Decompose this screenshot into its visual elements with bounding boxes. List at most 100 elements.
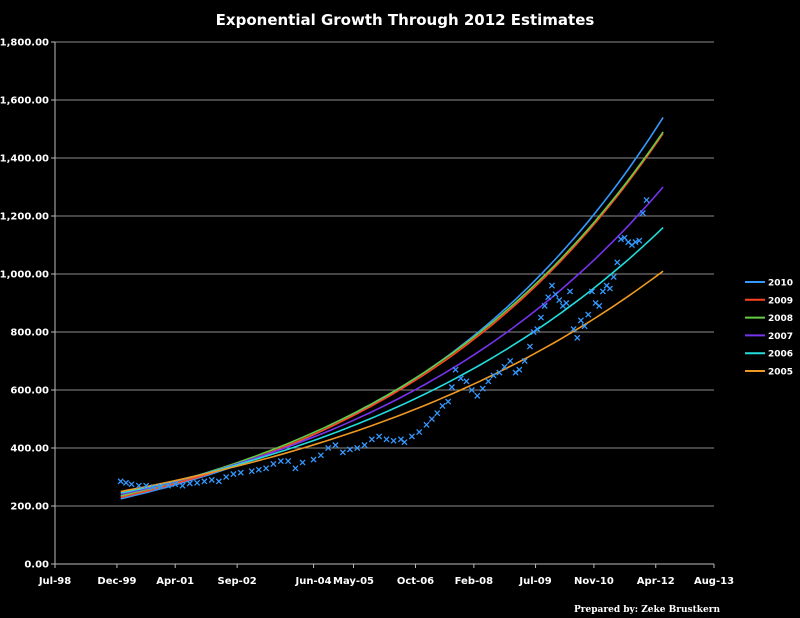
scatter-point (639, 210, 646, 217)
y-tick-label: 1,200.00 (0, 212, 49, 223)
scatter-point (325, 444, 332, 452)
scatter-point (485, 378, 492, 385)
y-tick-label: 1,800.00 (0, 38, 49, 49)
y-tick-label: 800.00 (10, 328, 49, 339)
scatter-point (310, 456, 317, 463)
scatter-point (237, 469, 244, 476)
scatter-point (617, 236, 625, 243)
chart-title: Exponential Growth Through 2012 Estimate… (216, 11, 595, 29)
scatter-point (610, 273, 617, 280)
x-tick-label: Sep-02 (218, 576, 257, 587)
scatter-point (636, 237, 643, 244)
legend: 2010 2009 2008 2007 2006 2005 (745, 279, 793, 378)
scatter-point (292, 465, 299, 472)
scatter-point (434, 410, 441, 417)
scatter-point (157, 483, 164, 490)
y-tick-label: 1,000.00 (0, 270, 49, 281)
scatter-point (383, 436, 390, 443)
scatter-point (457, 375, 464, 382)
legend-label-2006: 2006 (768, 350, 793, 360)
scatter-point (150, 484, 157, 491)
scatter-point (552, 291, 559, 298)
scatter-point (135, 482, 142, 489)
trend-line-2006 (120, 227, 664, 494)
scatter-point (339, 449, 346, 456)
x-tick-label: Feb-08 (455, 576, 493, 587)
trend-layer (120, 116, 664, 500)
scatter-point (263, 465, 270, 472)
scatter-point (201, 478, 208, 485)
scatter-point (577, 317, 584, 324)
scatter-point (526, 343, 533, 350)
x-tick-label: Apr-01 (156, 576, 194, 587)
x-tick-label: Apr-12 (637, 576, 675, 587)
scatter-point (122, 479, 130, 486)
scatter-point (548, 282, 556, 289)
scatter-point (376, 433, 383, 440)
scatter-point (354, 444, 361, 452)
y-tick-label: 200.00 (10, 502, 49, 513)
x-tick-label: Dec-99 (97, 576, 136, 587)
scatter-point (143, 482, 150, 489)
scatter-point (186, 480, 193, 487)
x-tick-label: Nov-10 (574, 576, 614, 587)
scatter-point (479, 385, 486, 392)
y-tick-label: 1,400.00 (0, 154, 49, 165)
scatter-point (208, 476, 215, 483)
grid-layer (55, 41, 714, 507)
scatter-point (452, 366, 459, 373)
scatter-point (614, 259, 621, 266)
scatter-point (172, 481, 179, 488)
scatter-point (128, 481, 135, 488)
scatter-point (585, 311, 592, 318)
x-tick-label: Jul-09 (518, 576, 551, 587)
scatter-point (270, 460, 277, 468)
scatter-point (390, 437, 397, 444)
scatter-point (215, 478, 222, 485)
x-tick-label: May-05 (333, 576, 374, 587)
y-tick-label: 400.00 (10, 444, 49, 455)
scatter-point (596, 302, 603, 309)
scatter-point (570, 326, 577, 333)
scatter-point (566, 288, 574, 295)
scatter-point (117, 478, 124, 485)
scatter-point (408, 433, 415, 440)
scatter-point (317, 452, 324, 459)
legend-label-2005: 2005 (768, 368, 793, 378)
scatter-point (501, 363, 508, 370)
axis-layer: 0.00 200.00 400.00 600.00 800.00 1,000.00 1,20… (0, 38, 734, 588)
scatter-point (401, 439, 408, 446)
scatter-point (574, 334, 581, 341)
scatter-point (643, 196, 650, 204)
y-tick-label: 600.00 (10, 386, 49, 397)
scatter-point (545, 294, 552, 301)
scatter-point (179, 482, 186, 489)
scatter-point (248, 468, 255, 475)
scatter-point (490, 372, 497, 379)
trend-line-2005 (120, 270, 664, 493)
y-tick-label: 1,600.00 (0, 96, 49, 107)
scatter-point (496, 369, 503, 376)
legend-label-2009: 2009 (768, 296, 793, 306)
scatter-point (194, 479, 201, 486)
scatter-point (346, 446, 353, 453)
scatter-point (368, 436, 375, 443)
y-tick-label: 0.00 (24, 560, 49, 571)
scatter-point (632, 239, 639, 246)
scatter-point (428, 415, 435, 423)
scatter-point (556, 297, 563, 304)
scatter-point (588, 288, 595, 295)
scatter-point (516, 366, 523, 373)
scatter-point (299, 459, 306, 466)
scatter-point (448, 384, 455, 391)
legend-label-2007: 2007 (768, 332, 793, 342)
scatter-point (581, 323, 588, 330)
legend-label-2010: 2010 (768, 279, 793, 289)
scatter-point (463, 378, 470, 385)
scatter-point (606, 285, 614, 292)
scatter-point (474, 392, 481, 399)
scatter-point (507, 357, 514, 365)
scatter-point (255, 466, 262, 473)
